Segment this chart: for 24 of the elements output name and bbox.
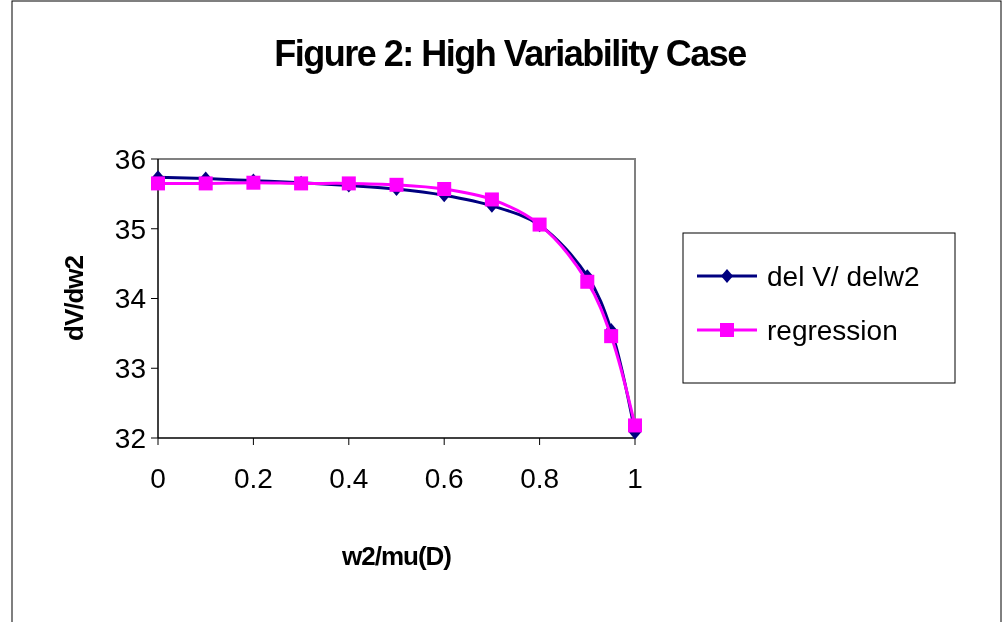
point: [484, 192, 499, 207]
legend-label: del V/ delw2: [767, 260, 920, 292]
y-tick-label: 32: [114, 422, 146, 454]
x-tick-label: 0: [150, 463, 166, 494]
point: [198, 176, 213, 191]
point: [628, 418, 642, 433]
x-tick-label: 0.8: [520, 463, 560, 494]
x-tick-label: 0.2: [233, 463, 273, 494]
y-tick-label: 35: [114, 213, 146, 245]
point: [604, 329, 619, 344]
point: [580, 274, 595, 289]
point: [437, 181, 452, 196]
y-axis-title: dV/dw2: [59, 255, 89, 342]
x-tick-label: 0.6: [424, 463, 464, 494]
chart-title: Figure 2: High Variability Case: [274, 33, 747, 74]
point: [389, 177, 404, 192]
y-tick-label: 34: [114, 283, 146, 315]
y-tick-label: 33: [114, 353, 146, 385]
point: [151, 176, 165, 191]
x-tick-label: 0.4: [329, 463, 369, 494]
y-tick-label: 36: [114, 143, 146, 175]
x-tick-label: 1: [627, 463, 643, 494]
x-axis-title: w2/mu(D): [341, 541, 452, 571]
legend-label: regression: [767, 314, 898, 346]
